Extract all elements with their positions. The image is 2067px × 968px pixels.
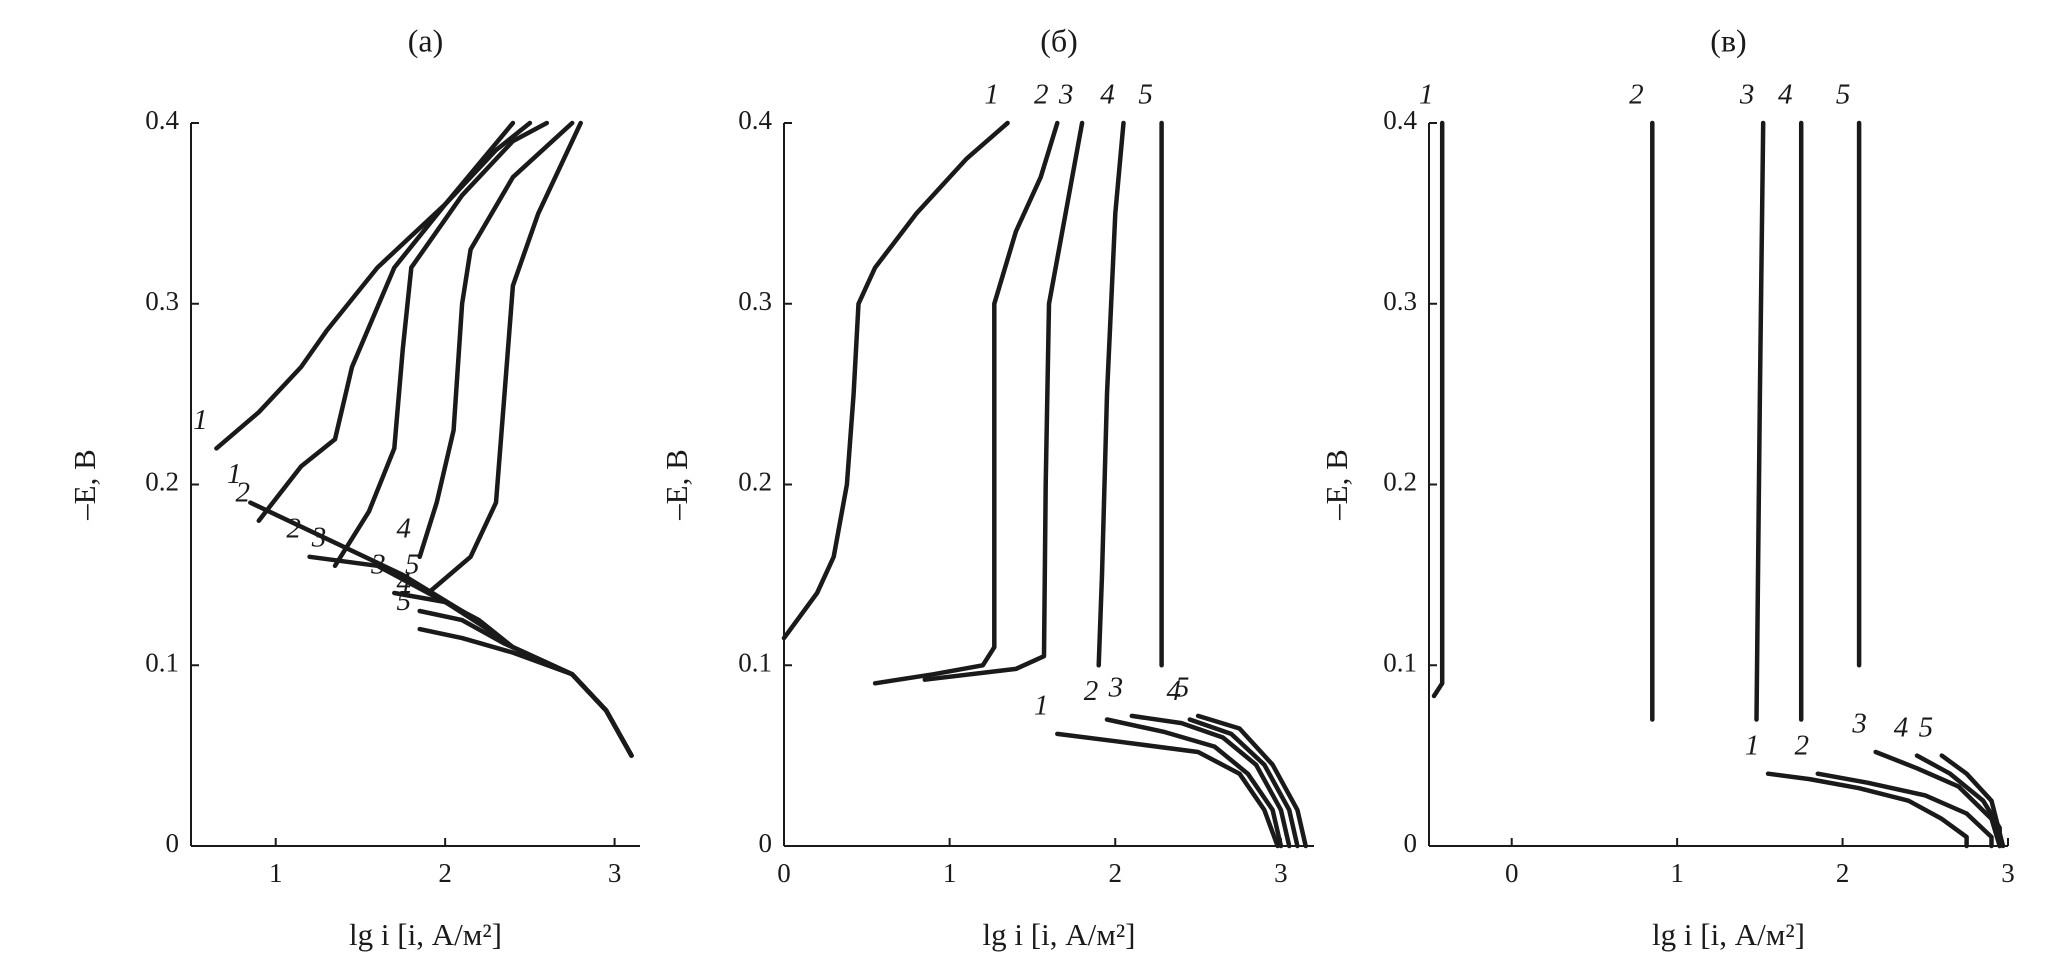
y-tick-label: 0.2 [145, 467, 179, 497]
y-tick-label: 0.2 [738, 467, 772, 497]
curve [1195, 713, 1308, 849]
curve-label: 1 [193, 404, 208, 436]
y-tick-label: 0.1 [145, 647, 179, 677]
chart-title: (а) [408, 22, 444, 58]
y-tick-label: 0.3 [1383, 286, 1417, 316]
curve-label: 2 [1034, 79, 1049, 111]
curve-label: 3 [1108, 672, 1124, 704]
curve-label: 4 [1100, 79, 1115, 111]
x-tick-label: 0 [777, 858, 791, 888]
y-tick-label: 0.1 [738, 647, 772, 677]
curve [1104, 717, 1284, 849]
curve [1187, 717, 1300, 849]
y-axis-label: –E, В [67, 449, 102, 521]
curve [307, 554, 634, 758]
x-tick-label: 1 [1670, 858, 1684, 888]
curve-label: 2 [1795, 729, 1810, 761]
y-tick-label: 0 [1404, 828, 1418, 858]
curve-label: 5 [396, 585, 411, 617]
curve [1765, 771, 1969, 849]
y-tick-label: 0.1 [1383, 647, 1417, 677]
y-tick-label: 0.3 [145, 286, 179, 316]
chart-title: (в) [1710, 22, 1746, 58]
curve-label: 4 [396, 512, 411, 544]
curve-label: 3 [1058, 79, 1074, 111]
curve [256, 120, 533, 523]
curve-label: 4 [1894, 711, 1909, 743]
y-tick-label: 0.4 [738, 105, 772, 135]
curve-label: 4 [1167, 675, 1182, 707]
curve [1939, 753, 2006, 849]
y-axis-label: –E, В [1319, 449, 1354, 521]
curve [1754, 120, 1766, 722]
y-tick-label: 0.4 [1383, 105, 1417, 135]
x-axis-label: lg i [i, А/м²] [983, 917, 1136, 952]
x-axis-label: lg i [i, А/м²] [349, 917, 502, 952]
x-axis-label: lg i [i, А/м²] [1652, 917, 1805, 952]
curve [248, 500, 634, 758]
x-tick-label: 2 [1109, 858, 1123, 888]
x-tick-label: 2 [1836, 858, 1850, 888]
curve-label: 2 [1629, 79, 1644, 111]
curve [425, 120, 583, 596]
curve-label: 1 [1034, 690, 1049, 722]
curve-label: 5 [1919, 711, 1934, 743]
y-tick-label: 0.2 [1383, 467, 1417, 497]
y-tick-label: 0 [759, 828, 773, 858]
x-tick-label: 1 [943, 858, 957, 888]
x-tick-label: 3 [608, 858, 622, 888]
y-tick-label: 0.4 [145, 105, 179, 135]
curve-label: 3 [1851, 708, 1867, 740]
curve [214, 120, 516, 451]
curve [392, 590, 634, 758]
curve [922, 120, 1085, 682]
curve [1129, 713, 1292, 849]
curve-label: 5 [1175, 672, 1190, 704]
curve [417, 608, 634, 758]
curve-label: 1 [1419, 79, 1434, 111]
curve-label: 1 [984, 79, 999, 111]
curve-label: 1 [1745, 729, 1760, 761]
y-tick-label: 0.3 [738, 286, 772, 316]
x-tick-label: 2 [438, 858, 452, 888]
curve-label: 1 [227, 458, 242, 490]
curve [1431, 120, 1445, 699]
curve [1055, 731, 1280, 849]
x-tick-label: 3 [1274, 858, 1288, 888]
curve-label: 2 [236, 476, 251, 508]
curve-label: 3 [1739, 79, 1755, 111]
curve-label: 5 [405, 549, 420, 581]
curve [417, 120, 575, 560]
curve-label: 2 [286, 512, 301, 544]
curve [872, 120, 1060, 686]
chart-title: (б) [1040, 22, 1078, 58]
curve [1873, 749, 2002, 849]
y-axis-label: –E, В [659, 449, 694, 521]
curve-label: 3 [370, 549, 386, 581]
curve-label: 5 [1138, 79, 1153, 111]
curve [332, 120, 550, 569]
curve [781, 120, 1010, 641]
curve [1815, 771, 1994, 849]
x-tick-label: 3 [2001, 858, 2015, 888]
curve-label: 5 [1836, 79, 1851, 111]
x-tick-label: 1 [269, 858, 283, 888]
curve [1096, 120, 1126, 668]
curve-label: 3 [311, 521, 327, 553]
x-tick-label: 0 [1505, 858, 1519, 888]
y-tick-label: 0 [166, 828, 180, 858]
curve-label: 4 [396, 567, 411, 599]
curve-label: 2 [1084, 675, 1099, 707]
curve-label: 4 [1778, 79, 1793, 111]
curve [417, 626, 634, 758]
